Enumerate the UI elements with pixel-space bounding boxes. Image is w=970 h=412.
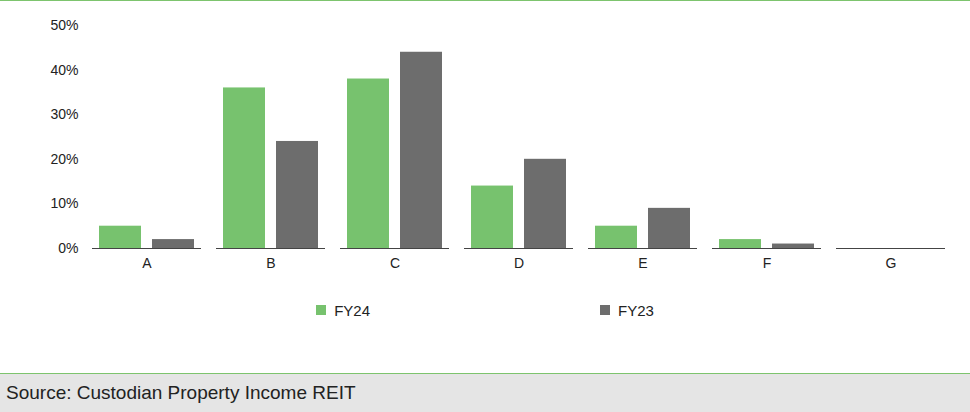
html-text:FY24: FY24 — [334, 301, 370, 319]
svg-text:B: B — [266, 255, 275, 271]
svg-text:20%: 20% — [50, 151, 78, 167]
svg-text:10%: 10% — [50, 195, 78, 211]
svg-text:E: E — [638, 255, 647, 271]
svg-text:30%: 30% — [50, 106, 78, 122]
svg-text:0%: 0% — [58, 240, 78, 256]
svg-text:F: F — [763, 255, 772, 271]
html-text:FY23: FY23 — [618, 301, 654, 319]
svg-text:C: C — [390, 255, 400, 271]
html-text:Source: Custodian Property Inc: Source: Custodian Property Income REIT — [6, 382, 356, 403]
svg-text:A: A — [142, 255, 152, 271]
svg-text:G: G — [886, 255, 897, 271]
svg-text:40%: 40% — [50, 62, 78, 78]
svg-text:D: D — [514, 255, 524, 271]
svg-text:50%: 50% — [50, 17, 78, 33]
